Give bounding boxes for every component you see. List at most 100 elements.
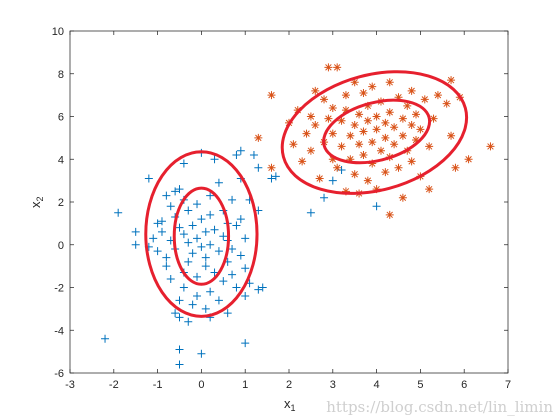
data-point-asterisk	[429, 114, 438, 123]
data-point-asterisk	[376, 146, 385, 155]
x-axis-label: x1	[284, 396, 296, 413]
data-point-asterisk	[359, 88, 368, 97]
data-point-asterisk	[346, 131, 355, 140]
data-point-asterisk	[359, 127, 368, 136]
data-point-plus	[193, 200, 202, 209]
y-tick-label: 4	[58, 154, 64, 166]
data-point-plus	[166, 202, 175, 211]
data-point-asterisk	[289, 140, 298, 149]
data-point-plus	[175, 345, 184, 354]
data-point-plus	[210, 155, 219, 164]
data-point-asterisk	[267, 91, 276, 100]
data-point-plus	[131, 240, 140, 249]
data-point-asterisk	[306, 112, 315, 121]
data-point-asterisk	[412, 110, 421, 119]
data-point-plus	[219, 232, 228, 241]
data-point-asterisk	[341, 187, 350, 196]
data-point-plus	[306, 208, 315, 217]
data-point-plus	[175, 223, 184, 232]
y-tick-label: -6	[54, 368, 64, 380]
data-point-plus	[201, 253, 210, 262]
data-point-plus	[241, 292, 250, 301]
data-point-asterisk	[412, 136, 421, 145]
data-point-asterisk	[425, 185, 434, 194]
data-point-plus	[201, 304, 210, 313]
data-point-asterisk	[372, 112, 381, 121]
y-axis-label: x2	[28, 196, 45, 208]
data-point-plus	[232, 283, 241, 292]
data-point-plus	[228, 270, 237, 279]
data-point-asterisk	[442, 99, 451, 108]
data-point-plus	[254, 163, 263, 172]
data-point-plus	[188, 221, 197, 230]
data-point-asterisk	[328, 129, 337, 138]
y-tick-label: 0	[58, 240, 64, 252]
data-point-asterisk	[368, 138, 377, 147]
data-point-plus	[210, 225, 219, 234]
data-point-asterisk	[372, 185, 381, 194]
data-point-plus	[372, 202, 381, 211]
data-point-asterisk	[420, 95, 429, 104]
data-point-plus	[175, 296, 184, 305]
data-point-asterisk	[407, 157, 416, 166]
data-point-asterisk	[381, 118, 390, 127]
data-point-plus	[162, 262, 171, 271]
x-tick-label: 2	[286, 379, 292, 391]
plot-area	[70, 31, 508, 373]
data-point-asterisk	[350, 78, 359, 87]
data-point-asterisk	[355, 110, 364, 119]
data-point-plus	[153, 247, 162, 256]
x-tick-label: 0	[198, 379, 204, 391]
data-point-plus	[328, 176, 337, 185]
data-point-plus	[175, 360, 184, 369]
data-point-asterisk	[254, 133, 263, 142]
data-point-plus	[131, 227, 140, 236]
contour-ellipse	[144, 150, 259, 318]
data-point-plus	[206, 240, 215, 249]
data-point-plus	[184, 317, 193, 326]
data-point-plus	[197, 242, 206, 251]
data-point-plus	[249, 150, 258, 159]
axis-ticks-layer: -3 -2 -1 0 1 2 3 4 5 6 7 -6 -4 -2 0 2 4 6 8 10	[52, 26, 511, 391]
data-point-asterisk	[320, 95, 329, 104]
data-point-asterisk	[328, 155, 337, 164]
data-point-plus	[241, 339, 250, 348]
data-point-asterisk	[337, 142, 346, 151]
data-point-asterisk	[363, 176, 372, 185]
data-point-plus	[320, 193, 329, 202]
y-tick-label: 8	[58, 69, 64, 81]
data-point-asterisk	[385, 108, 394, 117]
data-point-plus	[171, 187, 180, 196]
data-point-plus	[201, 227, 210, 236]
data-point-plus	[271, 172, 280, 181]
x-axis-label-subscript: 1	[291, 403, 296, 413]
data-point-plus	[206, 191, 215, 200]
data-point-plus	[166, 274, 175, 283]
data-point-plus	[197, 215, 206, 224]
contour-layer	[144, 70, 469, 318]
data-point-asterisk	[447, 131, 456, 140]
data-point-asterisk	[355, 140, 364, 149]
y-tick-label: -2	[54, 283, 64, 295]
data-point-plus	[228, 195, 237, 204]
data-point-asterisk	[416, 125, 425, 134]
data-point-plus	[236, 215, 245, 224]
data-point-asterisk	[394, 163, 403, 172]
data-point-plus	[241, 234, 250, 243]
watermark: https://blog.csdn.net/lin_limin	[326, 398, 553, 416]
data-point-plus	[175, 313, 184, 322]
y-axis-label-subscript: 2	[35, 196, 45, 201]
data-point-asterisk	[385, 78, 394, 87]
data-point-asterisk	[372, 125, 381, 134]
data-point-plus	[193, 272, 202, 281]
data-point-plus	[144, 174, 153, 183]
data-point-asterisk	[298, 157, 307, 166]
data-point-plus	[114, 208, 123, 217]
data-point-plus	[214, 247, 223, 256]
data-point-plus	[193, 234, 202, 243]
data-point-asterisk	[311, 121, 320, 130]
data-point-plus	[232, 150, 241, 159]
data-point-plus	[149, 234, 158, 243]
data-point-plus	[254, 285, 263, 294]
data-point-plus	[197, 349, 206, 358]
